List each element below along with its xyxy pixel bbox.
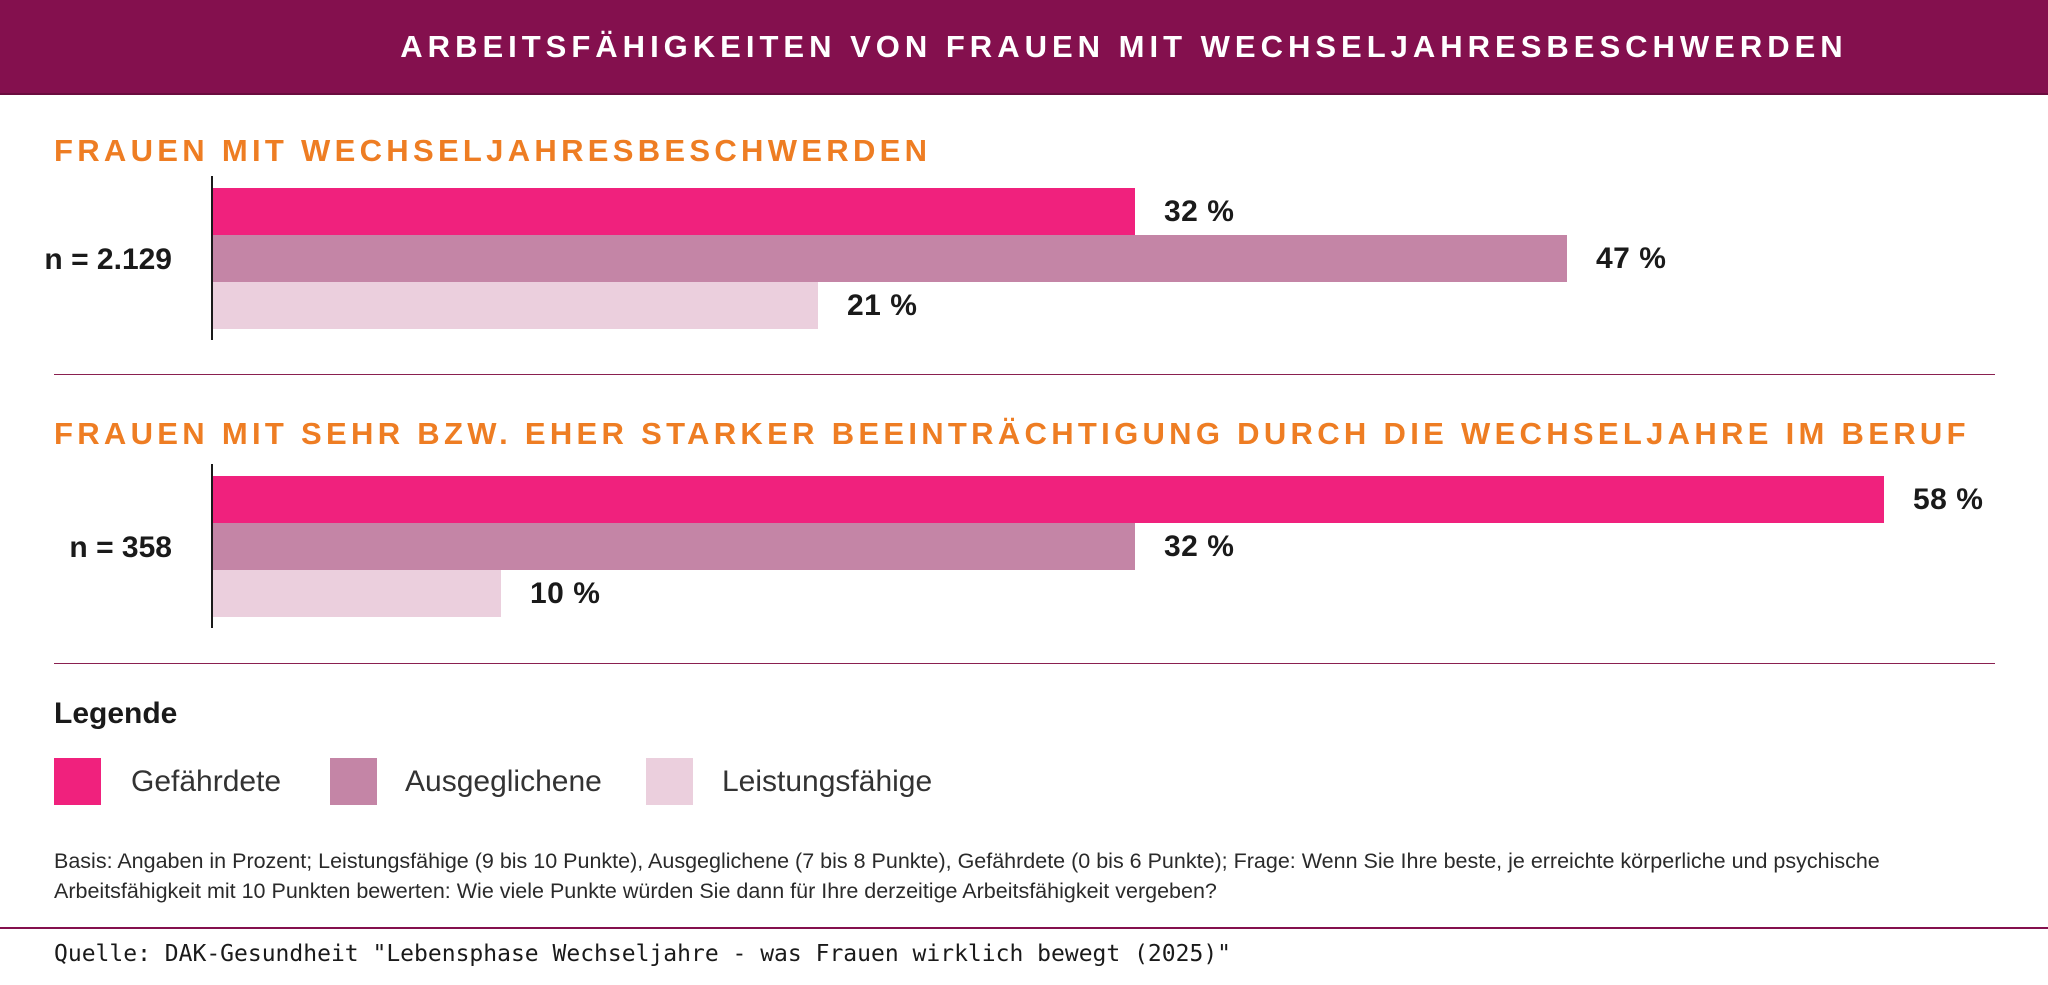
group-1-axis — [211, 176, 213, 340]
group-2-bar-leistungsfaehige — [213, 570, 501, 617]
basis-footnote: Basis: Angaben in Prozent; Leistungsfähi… — [54, 849, 1880, 903]
group-1-value-label-ausgeglichene: 47 % — [1596, 242, 1667, 275]
header-banner: ARBEITSFÄHIGKEITEN VON FRAUEN MIT WECHSE… — [0, 0, 2048, 95]
group-1-title: FRAUEN MIT WECHSELJAHRESBESCHWERDEN — [54, 133, 932, 168]
legend-label-gefaehrdete: Gefährdete — [131, 765, 282, 798]
divider-1 — [54, 374, 1995, 375]
group-2-title: FRAUEN MIT SEHR BZW. EHER STARKER BEEINT… — [54, 416, 1970, 451]
group-1-bar-leistungsfaehige — [213, 282, 818, 329]
legend-label-leistungsfaehige: Leistungsfähige — [722, 765, 933, 798]
divider-2 — [54, 663, 1995, 664]
legend-swatch-gefaehrdete — [54, 758, 101, 805]
group-2-bar-gefaehrdete — [213, 476, 1884, 523]
group-1-bar-ausgeglichene — [213, 235, 1567, 282]
legend-swatch-ausgeglichene — [330, 758, 377, 805]
legend-swatch-leistungsfaehige — [646, 758, 693, 805]
source-note: Quelle: DAK-Gesundheit "Lebensphase Wech… — [54, 941, 1232, 967]
group-1-value-label-gefaehrdete: 32 % — [1164, 195, 1235, 228]
chart-title: ARBEITSFÄHIGKEITEN VON FRAUEN MIT WECHSE… — [400, 29, 1848, 64]
source-divider — [0, 927, 2048, 929]
legend-title: Legende — [54, 697, 178, 730]
group-2-value-label-ausgeglichene: 32 % — [1164, 530, 1235, 563]
group-1-sample-size: n = 2.129 — [44, 243, 172, 276]
group-2-value-label-leistungsfaehige: 10 % — [530, 577, 601, 610]
group-1-bar-gefaehrdete — [213, 188, 1135, 235]
group-1-value-label-leistungsfaehige: 21 % — [847, 289, 918, 322]
group-2-bar-ausgeglichene — [213, 523, 1135, 570]
legend-label-ausgeglichene: Ausgeglichene — [405, 765, 602, 798]
group-2-value-label-gefaehrdete: 58 % — [1913, 483, 1984, 516]
group-2-axis — [211, 464, 213, 628]
group-2-sample-size: n = 358 — [69, 531, 172, 564]
